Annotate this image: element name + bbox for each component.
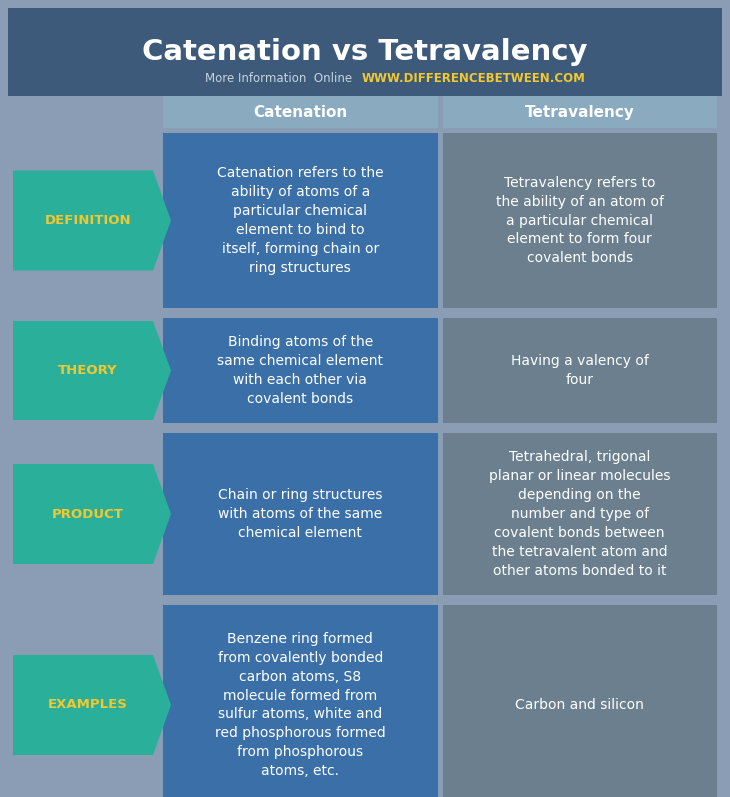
Text: Binding atoms of the
same chemical element
with each other via
covalent bonds: Binding atoms of the same chemical eleme… <box>218 335 383 406</box>
Text: EXAMPLES: EXAMPLES <box>48 698 128 712</box>
Polygon shape <box>13 321 171 420</box>
Text: Carbon and silicon: Carbon and silicon <box>515 698 644 712</box>
Polygon shape <box>13 464 171 564</box>
Text: Chain or ring structures
with atoms of the same
chemical element: Chain or ring structures with atoms of t… <box>218 488 383 540</box>
FancyBboxPatch shape <box>442 133 717 308</box>
Text: THEORY: THEORY <box>58 364 118 377</box>
FancyBboxPatch shape <box>163 433 437 595</box>
Polygon shape <box>13 171 171 270</box>
Text: Benzene ring formed
from covalently bonded
carbon atoms, S8
molecule formed from: Benzene ring formed from covalently bond… <box>215 632 385 779</box>
FancyBboxPatch shape <box>163 605 437 797</box>
FancyBboxPatch shape <box>163 133 437 308</box>
FancyBboxPatch shape <box>163 96 437 128</box>
FancyBboxPatch shape <box>8 8 722 96</box>
FancyBboxPatch shape <box>163 318 437 423</box>
Text: Catenation vs Tetravalency: Catenation vs Tetravalency <box>142 38 588 66</box>
Text: Catenation: Catenation <box>253 104 347 120</box>
FancyBboxPatch shape <box>442 433 717 595</box>
Text: More Information  Online: More Information Online <box>205 72 360 84</box>
Text: PRODUCT: PRODUCT <box>52 508 124 520</box>
FancyBboxPatch shape <box>442 605 717 797</box>
Text: Tetravalency: Tetravalency <box>525 104 634 120</box>
Text: Catenation refers to the
ability of atoms of a
particular chemical
element to bi: Catenation refers to the ability of atom… <box>217 166 383 275</box>
Text: Having a valency of
four: Having a valency of four <box>511 354 649 387</box>
Text: DEFINITION: DEFINITION <box>45 214 131 227</box>
Polygon shape <box>13 655 171 755</box>
Text: WWW.DIFFERENCEBETWEEN.COM: WWW.DIFFERENCEBETWEEN.COM <box>362 72 586 84</box>
Text: Tetravalency refers to
the ability of an atom of
a particular chemical
element t: Tetravalency refers to the ability of an… <box>496 175 664 265</box>
FancyBboxPatch shape <box>442 96 717 128</box>
Text: Tetrahedral, trigonal
planar or linear molecules
depending on the
number and typ: Tetrahedral, trigonal planar or linear m… <box>489 450 670 578</box>
FancyBboxPatch shape <box>442 318 717 423</box>
